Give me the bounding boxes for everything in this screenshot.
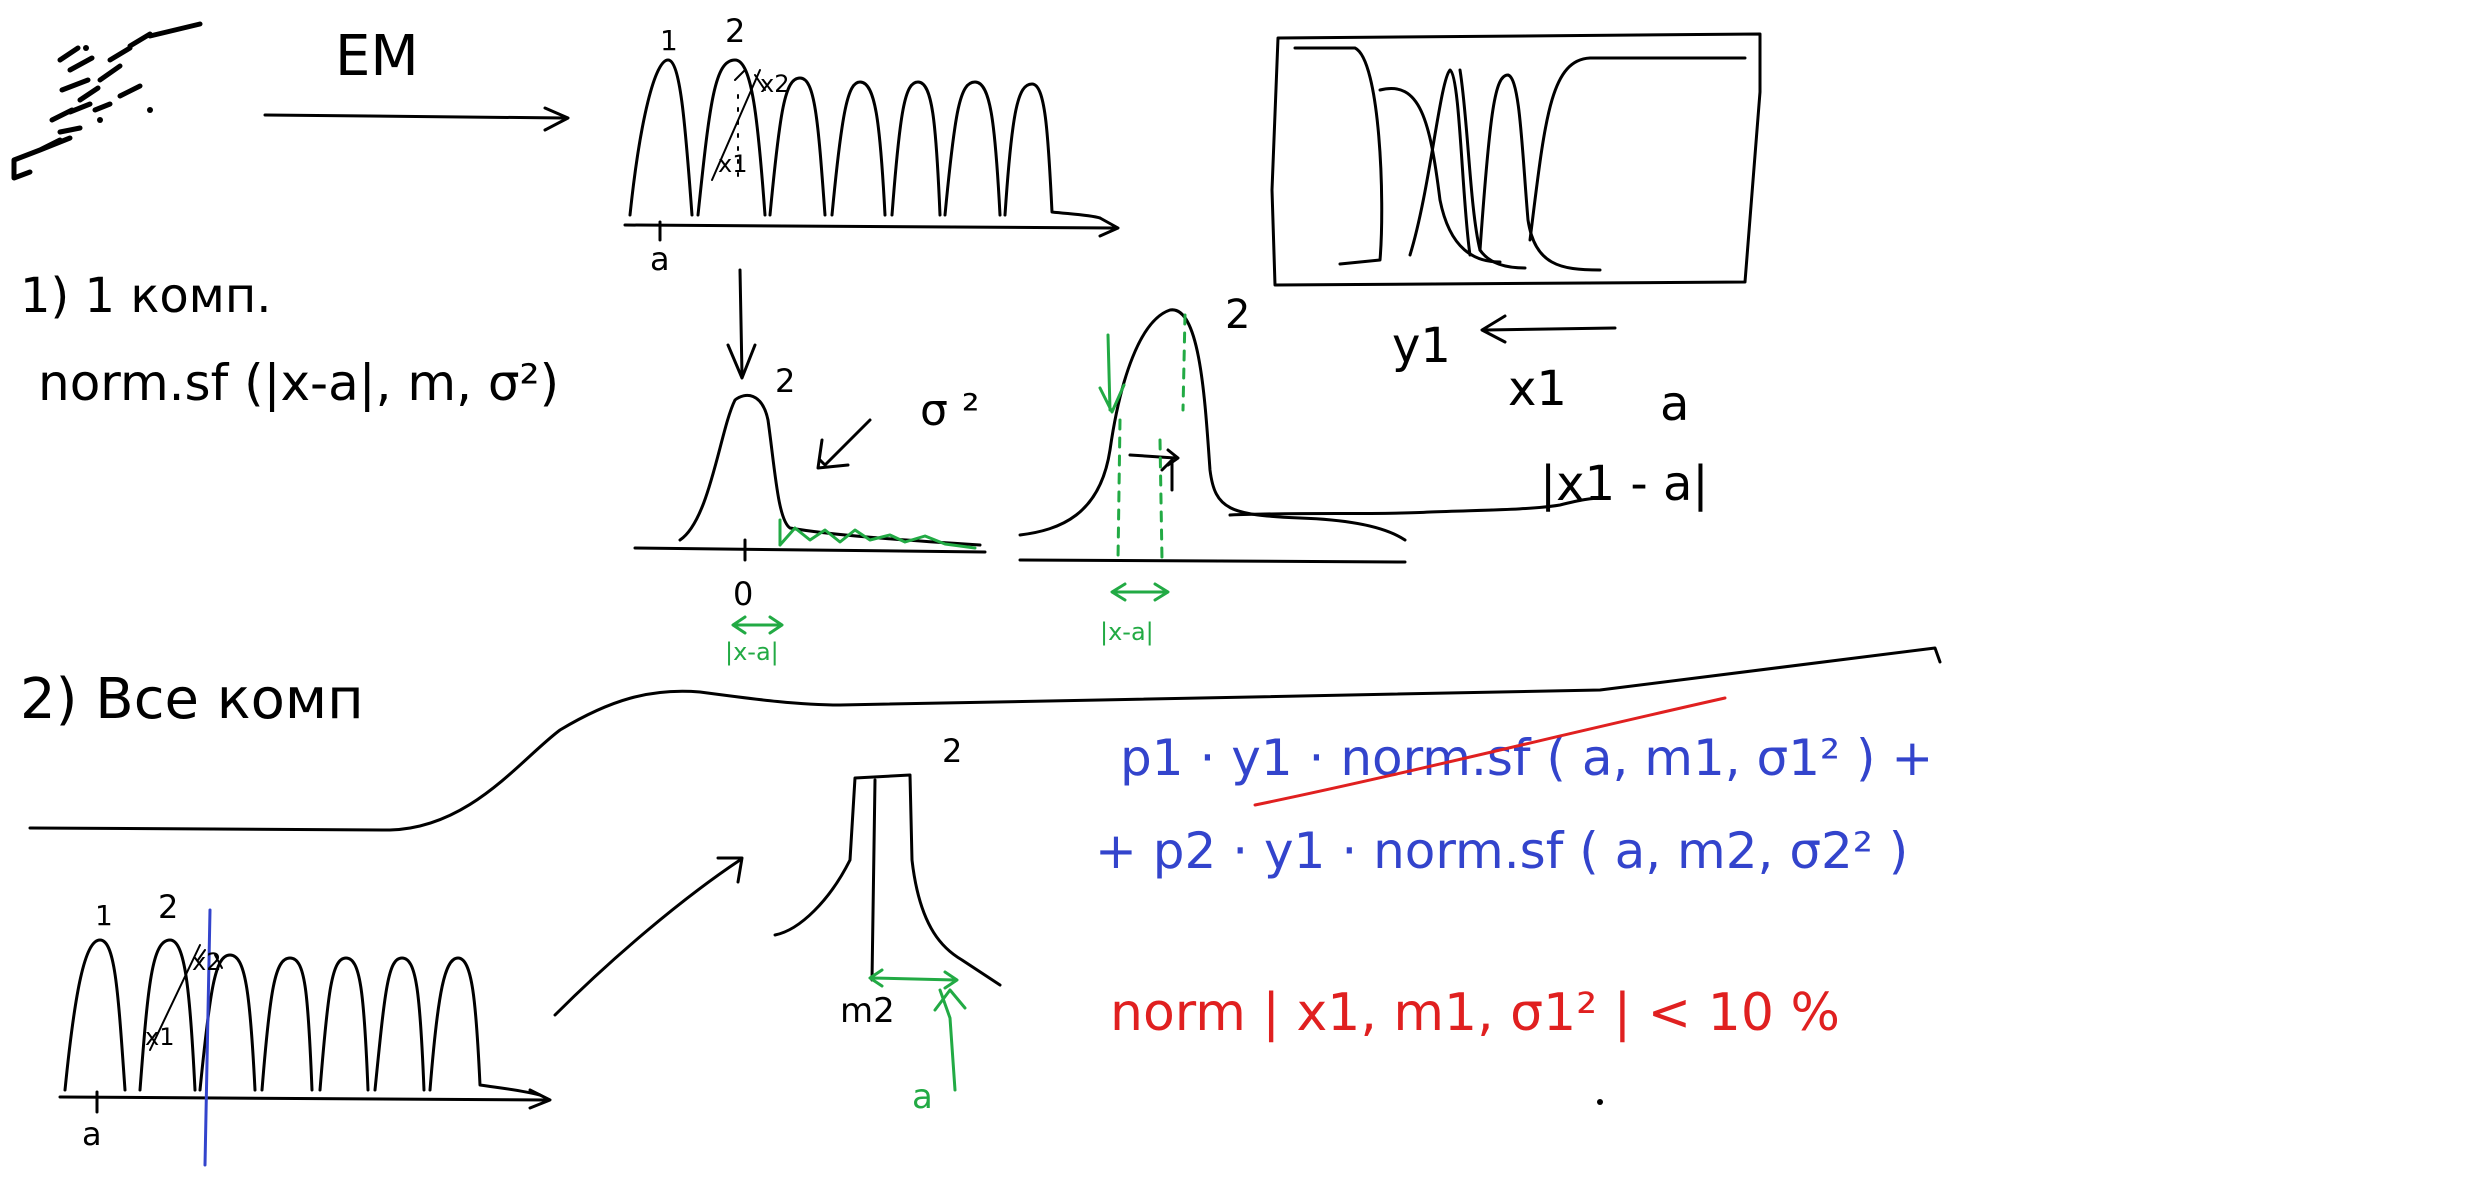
step1-heading: 1) 1 комп. <box>20 268 272 324</box>
scatter-scribble <box>11 21 203 181</box>
bottom-histogram <box>58 938 552 1114</box>
down-arrow <box>726 268 757 380</box>
label-x1: x1 <box>1508 361 1567 417</box>
peak2-green-guides <box>1098 313 1187 602</box>
top-hist-label-x1: x1 <box>718 150 747 178</box>
peak2-label: 2 <box>1225 292 1250 338</box>
section-divider <box>28 646 1942 832</box>
peak2-dist: |x-a| <box>1100 618 1154 646</box>
peak1 <box>633 393 987 562</box>
bottom-hist-label-1: 1 <box>95 899 113 932</box>
formula-line2: + p2 · y1 · norm.sf ( a, m2, σ2² ) <box>1095 822 1908 880</box>
step2-heading: 2) Все комп <box>20 667 364 732</box>
step1-formula: norm.sf (|x-a|, m, σ²) <box>38 354 559 412</box>
formula-line1: p1 · y1 · norm.sf ( a, m1, σ1² ) + <box>1120 729 1933 787</box>
stray-dot <box>1597 1099 1603 1105</box>
bottom-hist-label-x1: x1 <box>145 1023 174 1051</box>
bottom-peak-green <box>868 968 967 1092</box>
peak2 <box>1018 308 1607 564</box>
red-condition: norm | x1, m1, σ1² | < 10 % <box>1110 983 1840 1043</box>
bottom-hist-label-a: a <box>82 1115 102 1153</box>
top-hist-label-x2: x2 <box>760 70 789 98</box>
peak1-dist: |x-a| <box>725 638 779 666</box>
bottom-peak-label: 2 <box>942 732 962 770</box>
top-hist-label-1: 1 <box>660 24 678 57</box>
bottom-split-line <box>203 908 212 1167</box>
peak1-dist-arrow <box>731 615 784 635</box>
bottom-peak <box>773 773 1002 987</box>
label-y1: y1 <box>1392 318 1451 374</box>
top-hist-label-2: 2 <box>725 12 745 50</box>
top-hist-label-a: a <box>650 240 670 278</box>
em-label: EM <box>335 24 419 89</box>
curves-box <box>1270 32 1762 287</box>
bottom-peak-m2: m2 <box>840 991 895 1031</box>
peak1-sigma: σ ² <box>920 385 980 436</box>
bottom-peak-a: a <box>912 1077 933 1117</box>
bottom-arrow <box>553 856 744 1017</box>
left-arrow <box>1480 314 1617 344</box>
bottom-hist-label-2: 2 <box>158 888 178 926</box>
top-histogram <box>623 58 1120 242</box>
em-arrow <box>263 106 570 132</box>
label-a-right: a <box>1660 376 1689 432</box>
peak1-zero: 0 <box>733 575 753 613</box>
bottom-hist-label-x2: x2 <box>192 948 221 976</box>
peak1-tail-hatch <box>778 518 977 550</box>
formula-strike <box>1253 696 1727 807</box>
peak1-label: 2 <box>775 362 795 400</box>
